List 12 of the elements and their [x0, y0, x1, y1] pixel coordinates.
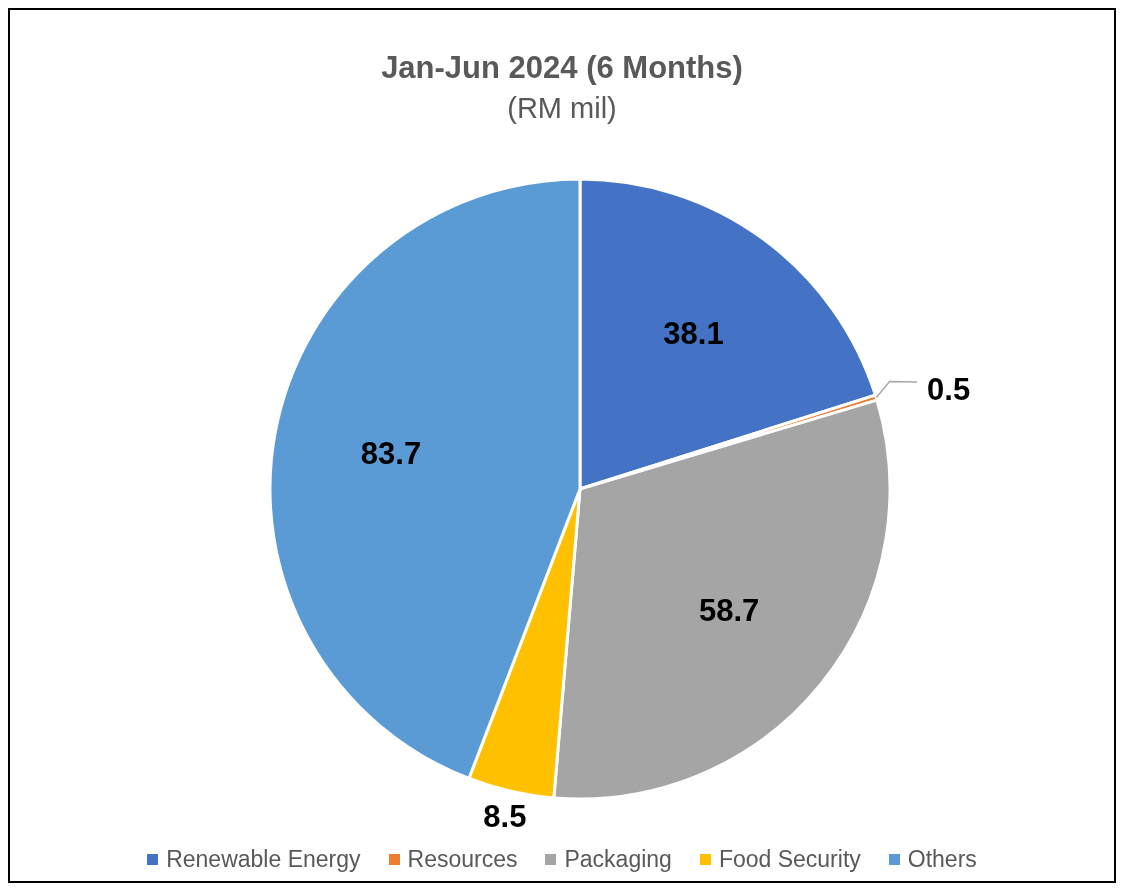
legend-label: Others	[907, 846, 977, 873]
data-label: 0.5	[927, 372, 971, 408]
chart-subtitle: (RM mil)	[506, 92, 618, 125]
legend-label: Resources	[407, 846, 518, 873]
legend-label: Food Security	[718, 846, 861, 873]
data-label: 58.7	[699, 592, 760, 628]
legend-label: Packaging	[564, 846, 672, 873]
data-label: 38.1	[663, 316, 724, 352]
chart-title: Jan-Jun 2024 (6 Months)	[380, 50, 744, 86]
data-label: 83.7	[360, 436, 422, 472]
data-label: 8.5	[483, 799, 527, 834]
legend-label: Renewable Energy	[166, 846, 361, 873]
